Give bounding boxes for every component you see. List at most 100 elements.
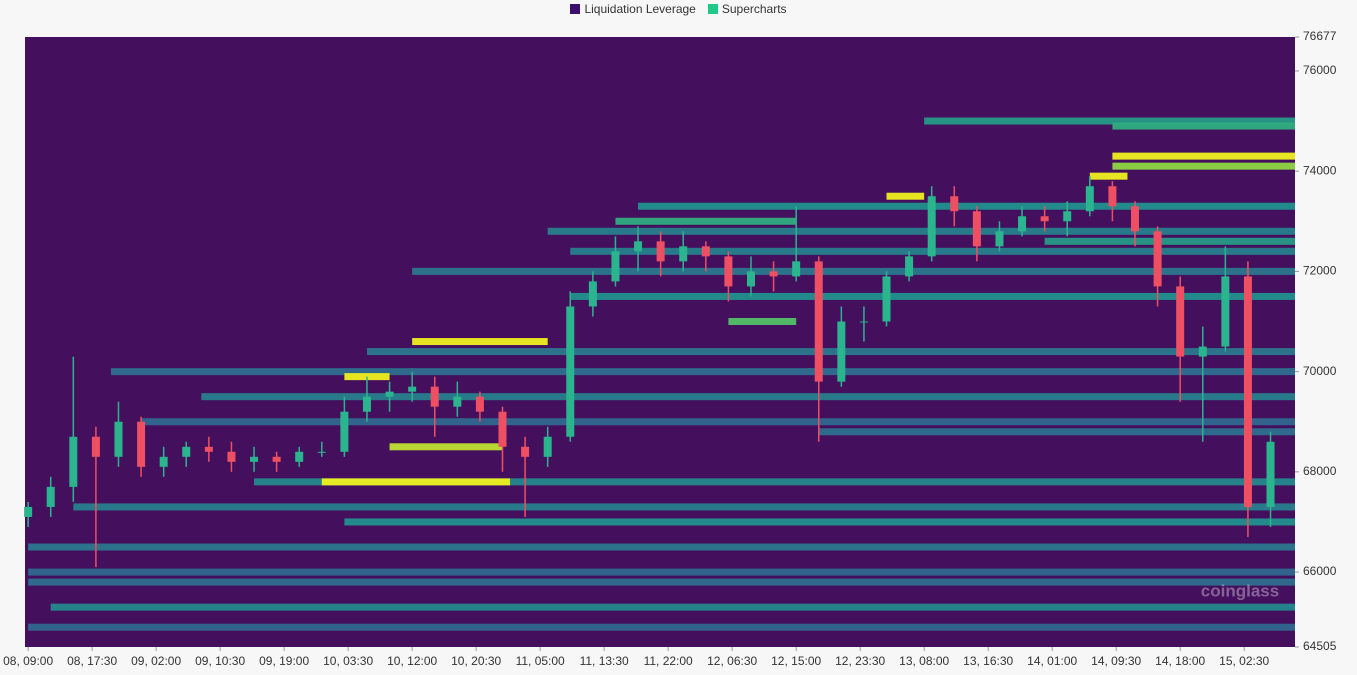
candle-body — [634, 241, 643, 252]
candle-body — [1085, 186, 1094, 212]
y-tick-label: 74000 — [1303, 163, 1337, 177]
heatmap-band — [1112, 122, 1295, 130]
candle-body — [385, 391, 394, 397]
heatmap-band — [254, 478, 1296, 486]
x-tick-label: 09, 10:30 — [195, 654, 245, 668]
x-tick-label: 11, 13:30 — [580, 654, 629, 668]
candle-body — [882, 276, 891, 322]
candle-body — [250, 456, 259, 462]
y-tick-label: 72000 — [1303, 264, 1337, 278]
candle-body — [1018, 216, 1027, 232]
heatmap-band — [1089, 172, 1128, 180]
candle-body — [1176, 286, 1185, 357]
candle-body — [69, 436, 78, 487]
heatmap-band — [547, 227, 1295, 235]
candle-body — [475, 396, 484, 412]
candle-body — [430, 386, 439, 407]
candle-body — [46, 486, 55, 507]
heatmap-band — [924, 117, 1295, 125]
legend-swatch — [570, 4, 581, 14]
candle-body — [521, 446, 530, 457]
candle-body — [859, 321, 868, 323]
candle-body — [498, 411, 507, 447]
candle-body — [724, 256, 733, 287]
candle-body — [566, 306, 575, 437]
candle-body — [1040, 216, 1049, 222]
heatmap-band — [1112, 152, 1295, 160]
candle-body — [137, 421, 146, 467]
candle-body — [656, 241, 665, 262]
candle-body — [182, 446, 191, 457]
x-tick-label: 13, 16:30 — [963, 654, 1013, 668]
candle-body — [972, 211, 981, 247]
candle-body — [927, 196, 936, 257]
candle-body — [227, 451, 236, 462]
x-tick-label: 11, 22:00 — [644, 654, 693, 668]
x-tick-label: 08, 17:30 — [67, 654, 117, 668]
heatmap-band — [50, 603, 1295, 611]
candle-body — [1221, 276, 1230, 347]
legend-item[interactable]: Liquidation Leverage — [570, 2, 696, 16]
y-tick-label: 66000 — [1303, 564, 1337, 578]
candle-body — [91, 436, 100, 457]
candle-body — [1153, 231, 1162, 287]
candle-body — [701, 246, 710, 257]
candle-body — [995, 231, 1004, 247]
heatmap-band — [28, 623, 1296, 631]
candle-body — [362, 396, 371, 412]
candle-body — [1063, 211, 1072, 222]
heatmap-band — [1044, 237, 1295, 245]
candle-body — [1243, 276, 1252, 507]
y-tick-label: 70000 — [1303, 364, 1337, 378]
legend-item[interactable]: Supercharts — [707, 2, 787, 16]
candle-body — [408, 386, 417, 392]
y-tick-label: 68000 — [1303, 464, 1337, 478]
x-tick-label: 12, 23:30 — [835, 654, 885, 668]
x-tick-label: 15, 02:30 — [1219, 654, 1269, 668]
candle-body — [272, 456, 281, 462]
legend-label: Supercharts — [721, 2, 787, 16]
x-tick-label: 08, 09:00 — [3, 654, 53, 668]
y-tick-label: 64505 — [1303, 639, 1337, 653]
candle-body — [792, 261, 801, 277]
x-tick-label: 12, 06:30 — [707, 654, 757, 668]
heatmap-band — [110, 368, 1296, 376]
legend-label: Liquidation Leverage — [584, 2, 696, 16]
heatmap-band — [344, 518, 1295, 526]
candle-body — [837, 321, 846, 382]
heatmap-band — [728, 318, 797, 326]
x-tick-label: 09, 19:00 — [259, 654, 309, 668]
candle-body — [1130, 206, 1139, 232]
candle-body — [453, 396, 462, 407]
candle-body — [1198, 346, 1207, 357]
candle-body — [905, 256, 914, 277]
heatmap-band — [1112, 162, 1295, 170]
candle-body — [24, 506, 33, 517]
candle-body — [1108, 186, 1117, 207]
heatmap-band — [412, 338, 548, 346]
heatmap-band — [886, 192, 925, 200]
x-tick-label: 14, 18:00 — [1155, 654, 1205, 668]
heatmap-band — [321, 478, 511, 486]
heatmap-band — [389, 443, 503, 451]
x-tick-label: 14, 09:30 — [1091, 654, 1141, 668]
x-tick-label: 10, 03:30 — [323, 654, 373, 668]
candle-body — [769, 271, 778, 277]
heatmap-band — [615, 217, 797, 225]
candle-body — [340, 411, 349, 452]
watermark: coinglass — [1201, 581, 1279, 600]
plot-background — [25, 37, 1295, 647]
heatmap-band — [412, 267, 1296, 275]
heatmap-band — [73, 503, 1296, 511]
candle-body — [295, 451, 304, 462]
candle-body — [746, 271, 755, 287]
heatmap-band — [28, 578, 1296, 586]
x-tick-label: 14, 01:00 — [1027, 654, 1077, 668]
heatmap-band — [818, 428, 1295, 436]
x-tick-label: 12, 15:00 — [771, 654, 821, 668]
y-tick-label: 76677 — [1303, 29, 1337, 43]
candle-body — [950, 196, 959, 212]
heatmap-band — [28, 543, 1296, 551]
